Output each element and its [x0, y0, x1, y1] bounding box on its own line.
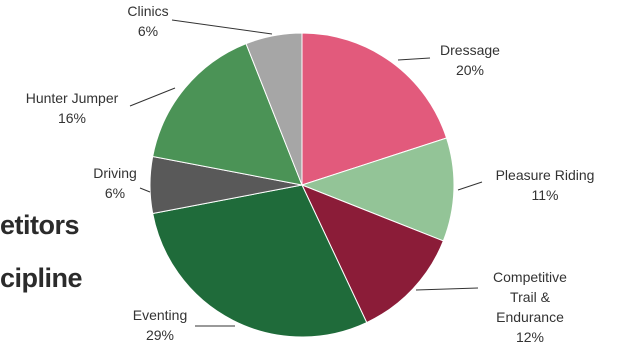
leader-line: [139, 187, 151, 193]
pie-slice-competitive-trail-endurance: [301, 184, 444, 324]
leader-line: [397, 57, 431, 61]
pie-slice-pleasure-riding: [300, 137, 455, 242]
slice-label: Dressage 20%: [440, 42, 500, 78]
leader-line: [171, 19, 273, 35]
pie-slice-clinics: [245, 32, 303, 186]
slice-label: Pleasure Riding 11%: [496, 167, 595, 203]
slice-label: Eventing 29%: [133, 307, 187, 343]
leader-line: [457, 181, 483, 191]
leader-line: [415, 287, 479, 291]
leader-line: [129, 87, 176, 107]
chart-heading-line-1: etitors: [0, 210, 80, 240]
slice-label: Hunter Jumper 16%: [26, 90, 119, 126]
pie-slice-dressage: [301, 32, 448, 186]
slice-label: Competitive Trail & Endurance 12%: [493, 269, 567, 345]
chart-heading-line-2: cipline: [0, 263, 83, 293]
pie-slice-eventing: [152, 184, 368, 338]
slice-label: Driving 6%: [93, 165, 137, 201]
slice-label: Clinics 6%: [127, 3, 168, 39]
pie-slice-hunter-jumper: [152, 43, 303, 186]
